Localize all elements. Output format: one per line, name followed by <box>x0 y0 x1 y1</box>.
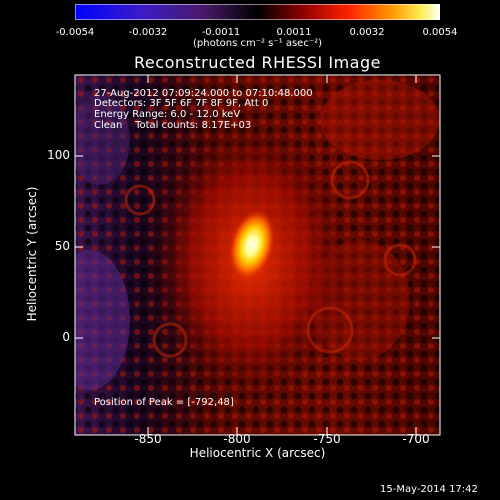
colorbar-tick-label: 0.0032 <box>349 27 385 38</box>
y-tick-label: 100 <box>47 148 70 162</box>
x-axis-label: Heliocentric X (arcsec) <box>189 446 326 460</box>
peak-position-label: Position of Peak = [-792,48] <box>94 397 234 408</box>
y-tick-label: 0 <box>62 330 70 344</box>
info-clean-counts: Clean Total counts: 8.17E+03 <box>94 120 252 131</box>
colorbar-tick-label: 0.0054 <box>422 27 458 38</box>
colorbar-tick-label: -0.0054 <box>55 27 95 38</box>
footer-timestamp: 15-May-2014 17:42 <box>380 484 478 495</box>
y-tick-label: 50 <box>54 239 70 253</box>
info-energy-range: Energy Range: 6.0 - 12.0 keV <box>94 109 241 120</box>
x-tick-label: -850 <box>134 432 162 446</box>
colorbar-tick-label: 0.0011 <box>276 27 312 38</box>
plot-title: Reconstructed RHESSI Image <box>134 53 381 72</box>
x-tick-label: -800 <box>223 432 251 446</box>
info-detectors: Detectors: 3F 5F 6F 7F 8F 9F, Att 0 <box>94 98 269 109</box>
x-tick-label: -750 <box>313 432 341 446</box>
colorbar-units-label: (photons cm⁻² s⁻¹ asec⁻²) <box>192 38 323 49</box>
colorbar-tick-label: -0.0011 <box>201 27 241 38</box>
x-tick-label: -700 <box>402 432 430 446</box>
y-axis-label: Heliocentric Y (arcsec) <box>25 186 39 322</box>
colorbar-tick-label: -0.0032 <box>128 27 168 38</box>
info-time-range: 27-Aug-2012 07:09:24.000 to 07:10:48.000 <box>94 88 313 99</box>
colorbar <box>75 4 440 20</box>
